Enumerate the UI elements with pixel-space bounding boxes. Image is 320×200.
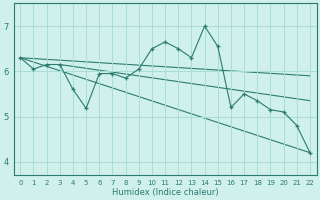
X-axis label: Humidex (Indice chaleur): Humidex (Indice chaleur) [112,188,219,197]
